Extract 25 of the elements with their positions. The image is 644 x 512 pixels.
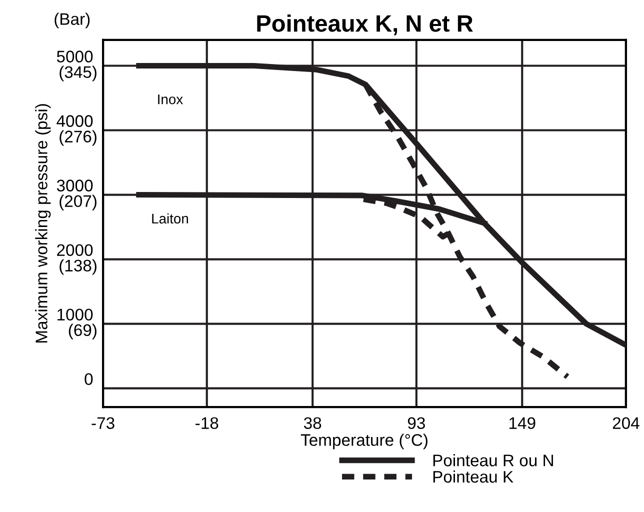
legend-label: Pointeau R ou N [433, 454, 553, 466]
y2-tick-label: (138) [60, 259, 96, 275]
x-tick-label: 204 [612, 417, 640, 430]
y2-tick-label: (207) [60, 194, 96, 210]
x-axis-title: Temperature (°C) [300, 434, 428, 450]
y-tick-label: 4000 [56, 115, 93, 127]
y-tick-label: 3000 [56, 180, 93, 192]
annotation: Laiton [152, 213, 188, 224]
y2-tick-label: (69) [68, 324, 96, 340]
x-tick-label: 38 [304, 417, 322, 430]
annotation: Inox [158, 94, 183, 104]
text: (Bar) [54, 12, 90, 28]
x-tick-label: -18 [196, 417, 218, 430]
x-tick-label: 93 [408, 417, 425, 430]
y2-tick-label: (276) [60, 130, 96, 146]
legend-label: Pointeau K [433, 470, 514, 483]
x-tick-label: 149 [510, 417, 536, 430]
y-tick-label: 5000 [56, 50, 93, 62]
x-tick-label: -73 [92, 417, 114, 430]
y-tick-label: 2000 [57, 244, 93, 256]
y-tick-label: 0 [84, 373, 93, 386]
y-axis-title: Maximum working pressure (psi) [35, 104, 51, 343]
chart-title: Pointeaux K, N et R [257, 14, 473, 36]
y-tick-label: 1000 [58, 308, 93, 321]
y2-tick-label: (345) [60, 66, 96, 82]
